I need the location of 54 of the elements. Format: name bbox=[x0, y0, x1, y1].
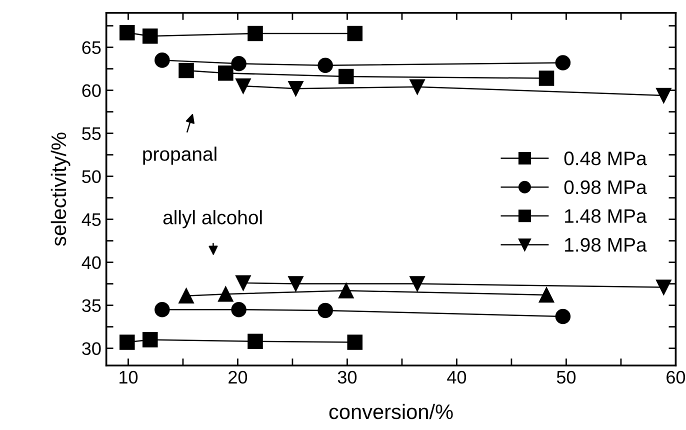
point bbox=[218, 286, 234, 302]
point bbox=[288, 276, 304, 292]
point bbox=[288, 80, 304, 96]
point bbox=[410, 79, 425, 94]
x-tick-label: 50 bbox=[556, 370, 576, 384]
point bbox=[555, 55, 571, 70]
point bbox=[236, 275, 251, 291]
y-tick-label: 35 bbox=[82, 299, 101, 312]
point bbox=[538, 70, 554, 86]
y-tick-label: 65 bbox=[82, 41, 101, 54]
x-tick-label: 60 bbox=[666, 370, 686, 384]
point bbox=[538, 287, 554, 303]
point bbox=[178, 62, 194, 78]
x-tick-label: 30 bbox=[338, 370, 357, 384]
point bbox=[154, 302, 170, 318]
point bbox=[142, 332, 158, 348]
annotation: propanal bbox=[143, 146, 216, 165]
point bbox=[236, 78, 251, 94]
point bbox=[154, 52, 170, 68]
point bbox=[142, 28, 158, 44]
x-tick-label: 20 bbox=[228, 370, 248, 384]
legend-label: 0.98 MPa bbox=[564, 180, 647, 194]
x-tick-label: 10 bbox=[120, 370, 138, 384]
x-tick-label: 40 bbox=[447, 370, 466, 384]
point bbox=[119, 334, 135, 350]
point bbox=[410, 276, 425, 292]
point bbox=[248, 26, 263, 42]
point bbox=[119, 25, 135, 40]
legend-label: 1.98 MPa bbox=[565, 238, 647, 252]
point bbox=[555, 308, 571, 324]
point bbox=[347, 26, 363, 42]
point bbox=[231, 302, 246, 318]
point bbox=[178, 288, 194, 304]
point bbox=[218, 65, 234, 81]
point bbox=[656, 88, 672, 104]
point bbox=[318, 302, 333, 318]
point bbox=[338, 68, 354, 84]
y-tick-label: 30 bbox=[82, 342, 101, 356]
y-tick-label: 50 bbox=[82, 170, 101, 184]
legend-label: 0.48 MPa bbox=[564, 152, 647, 166]
x-axis-title: conversion/% bbox=[329, 404, 453, 420]
y-tick-label: 55 bbox=[82, 127, 101, 140]
point bbox=[248, 334, 263, 350]
y-tick-label: 40 bbox=[82, 256, 101, 270]
y-tick-label: 45 bbox=[82, 213, 101, 226]
y-tick-label: 60 bbox=[82, 84, 101, 98]
point bbox=[338, 283, 354, 298]
point bbox=[231, 56, 246, 72]
point bbox=[656, 280, 672, 295]
annotation: allyl alcohol bbox=[163, 210, 262, 228]
legend-label: 1.48 MPa bbox=[565, 209, 647, 223]
y-axis-title: selectivity/% bbox=[50, 132, 70, 246]
point bbox=[347, 334, 363, 350]
point bbox=[318, 58, 333, 73]
